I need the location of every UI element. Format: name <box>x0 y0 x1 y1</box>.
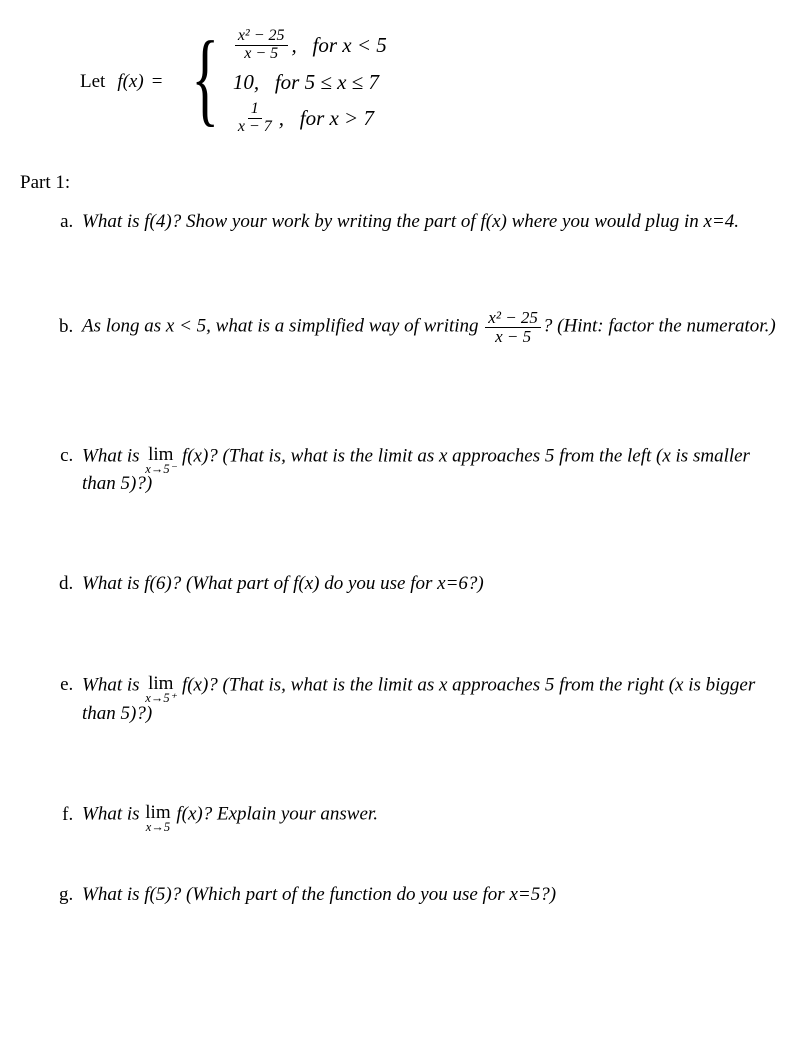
question-b-pre: As long as x < 5, what is a simplified w… <box>82 316 483 337</box>
question-e-mid: f(x)? (That is, what is the limit as x a… <box>82 674 755 724</box>
question-f: What is lim x→5 f(x)? Explain your answe… <box>78 800 780 830</box>
lim-sub-e: x→5⁺ <box>145 693 176 705</box>
question-list: What is f(4)? Show your work by writing … <box>20 209 780 908</box>
lim-sub-c: x→5⁻ <box>145 464 176 476</box>
question-b-num: x² − 25 <box>485 309 541 328</box>
case1-denominator: x − 5 <box>241 46 281 63</box>
question-g-text: What is f(5)? (Which part of the functio… <box>82 884 556 905</box>
let-label: Let <box>80 69 105 95</box>
question-b: As long as x < 5, what is a simplified w… <box>78 309 780 346</box>
question-e-pre: What is <box>82 674 144 695</box>
case3-denominator: x − 7 <box>235 119 275 136</box>
case1-fraction: x² − 25 x − 5 <box>235 28 288 63</box>
limit-5: lim x→5 <box>145 804 170 834</box>
question-e: What is lim x→5⁺ f(x)? (That is, what is… <box>78 671 780 727</box>
question-c-mid: f(x)? (That is, what is the limit as x a… <box>82 445 750 495</box>
case1-numerator: x² − 25 <box>235 28 288 46</box>
question-d-text: What is f(6)? (What part of f(x) do you … <box>82 573 484 594</box>
question-d: What is f(6)? (What part of f(x) do you … <box>78 571 780 597</box>
function-definition: Let f(x) = { x² − 25 x − 5 , for x < 5 1… <box>80 28 780 136</box>
case3-condition: , for x > 7 <box>279 104 374 132</box>
limit-5-left: lim x→5⁻ <box>145 446 176 476</box>
question-a-text: What is f(4)? Show your work by writing … <box>82 211 739 232</box>
case-2: 10, for 5 ≤ x ≤ 7 <box>233 68 387 96</box>
case1-condition: , for x < 5 <box>292 31 387 59</box>
question-f-pre: What is <box>82 804 144 825</box>
case3-numerator: 1 <box>248 101 262 119</box>
question-c-pre: What is <box>82 445 144 466</box>
equals-sign: = <box>152 69 163 95</box>
case-3: 1 x − 7 , for x > 7 <box>233 101 387 136</box>
question-g: What is f(5)? (Which part of the functio… <box>78 882 780 908</box>
fx-symbol: f(x) <box>117 69 143 95</box>
question-b-post: ? (Hint: factor the numerator.) <box>543 316 776 337</box>
piecewise-cases: x² − 25 x − 5 , for x < 5 10, for 5 ≤ x … <box>233 28 387 136</box>
limit-5-right: lim x→5⁺ <box>145 675 176 705</box>
lim-word: lim <box>148 446 173 464</box>
question-c: What is lim x→5⁻ f(x)? (That is, what is… <box>78 442 780 498</box>
left-brace: { <box>192 33 220 122</box>
part-heading: Part 1: <box>20 170 780 196</box>
question-f-mid: f(x)? Explain your answer. <box>172 804 378 825</box>
case-1: x² − 25 x − 5 , for x < 5 <box>233 28 387 63</box>
question-b-fraction: x² − 25 x − 5 <box>485 309 541 346</box>
case3-fraction: 1 x − 7 <box>235 101 275 136</box>
lim-sub-f: x→5 <box>146 822 170 834</box>
question-b-den: x − 5 <box>492 328 534 346</box>
question-a: What is f(4)? Show your work by writing … <box>78 209 780 235</box>
